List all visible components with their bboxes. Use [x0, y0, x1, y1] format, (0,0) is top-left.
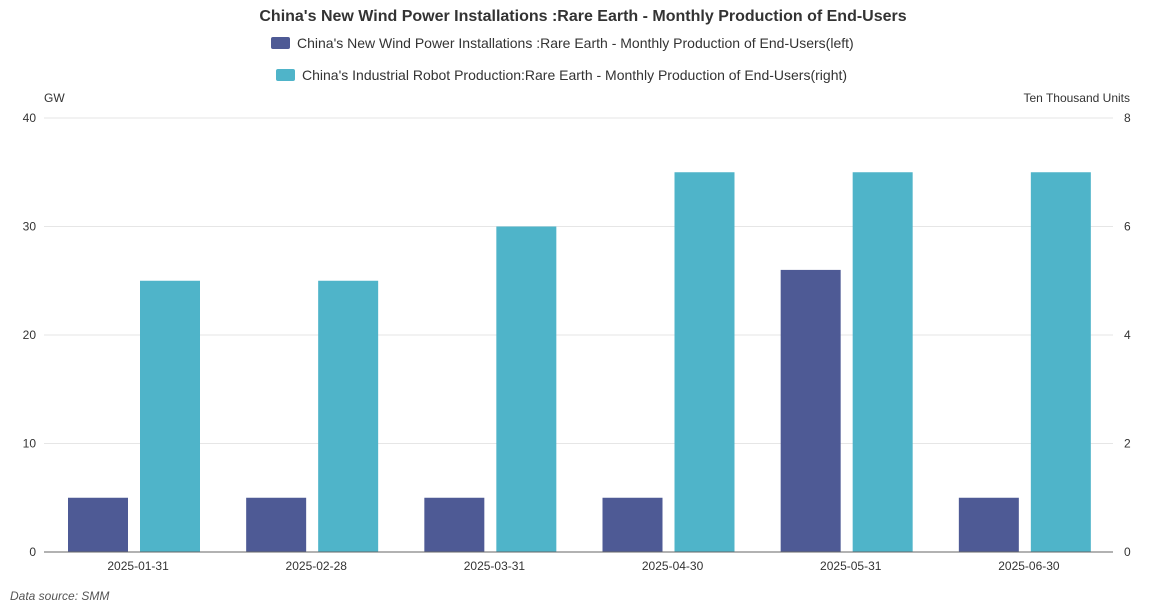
bar-robot-production[interactable]	[1030, 172, 1091, 552]
x-tick-label: 2025-03-31	[464, 559, 526, 573]
y-right-tick-label: 0	[1124, 545, 1131, 559]
y-left-tick-label: 20	[23, 328, 37, 342]
y-axis-right-title: Ten Thousand Units	[1023, 91, 1130, 105]
bar-wind-installations[interactable]	[602, 497, 663, 552]
bar-robot-production[interactable]	[852, 172, 913, 552]
legend-label-left: China's New Wind Power Installations :Ra…	[297, 35, 854, 51]
y-left-tick-label: 40	[23, 111, 37, 125]
y-left-tick-label: 10	[23, 437, 37, 451]
x-tick-label: 2025-01-31	[107, 559, 169, 573]
y-right-tick-label: 2	[1124, 437, 1131, 451]
y-axis-left-title: GW	[44, 91, 65, 105]
bar-robot-production[interactable]	[318, 280, 379, 552]
y-right-tick-label: 8	[1124, 111, 1131, 125]
axes: 0 10 20 30 40 0 2 4 6 8 2025-01-31 2025-02-28 2025-0…	[23, 111, 1131, 573]
legend-swatch-left	[271, 37, 290, 49]
bar-wind-installations[interactable]	[958, 497, 1019, 552]
bar-robot-production[interactable]	[674, 172, 735, 552]
plot-area	[68, 172, 1091, 552]
legend[interactable]: China's New Wind Power Installations :Ra…	[271, 35, 854, 83]
bar-wind-installations[interactable]	[424, 497, 485, 552]
data-source-note: Data source: SMM	[10, 589, 109, 603]
chart-title: China's New Wind Power Installations :Ra…	[259, 8, 906, 25]
y-left-tick-label: 0	[29, 545, 36, 559]
bar-wind-installations[interactable]	[780, 269, 841, 552]
legend-item-left[interactable]: China's New Wind Power Installations :Ra…	[271, 35, 854, 51]
bar-wind-installations[interactable]	[68, 497, 128, 552]
x-tick-label: 2025-06-30	[998, 559, 1060, 573]
legend-item-right[interactable]: China's Industrial Robot Production:Rare…	[276, 67, 847, 83]
y-right-tick-label: 4	[1124, 328, 1131, 342]
bar-robot-production[interactable]	[496, 226, 557, 553]
x-tick-label: 2025-04-30	[642, 559, 704, 573]
x-tick-label: 2025-02-28	[286, 559, 348, 573]
bar-wind-installations[interactable]	[246, 497, 307, 552]
y-left-tick-label: 30	[23, 220, 37, 234]
y-right-tick-label: 6	[1124, 220, 1131, 234]
grid	[44, 117, 1113, 444]
legend-swatch-right	[276, 69, 295, 81]
bar-robot-production[interactable]	[140, 280, 200, 552]
legend-label-right: China's Industrial Robot Production:Rare…	[302, 67, 847, 83]
x-tick-label: 2025-05-31	[820, 559, 882, 573]
